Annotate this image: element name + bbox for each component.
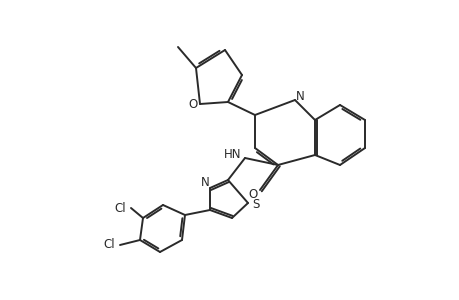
Text: Cl: Cl: [103, 238, 115, 251]
Text: S: S: [252, 199, 259, 212]
Text: Cl: Cl: [114, 202, 126, 214]
Text: N: N: [200, 176, 209, 190]
Text: O: O: [188, 98, 197, 110]
Text: HN: HN: [224, 148, 241, 160]
Text: N: N: [295, 89, 304, 103]
Text: O: O: [248, 188, 257, 200]
